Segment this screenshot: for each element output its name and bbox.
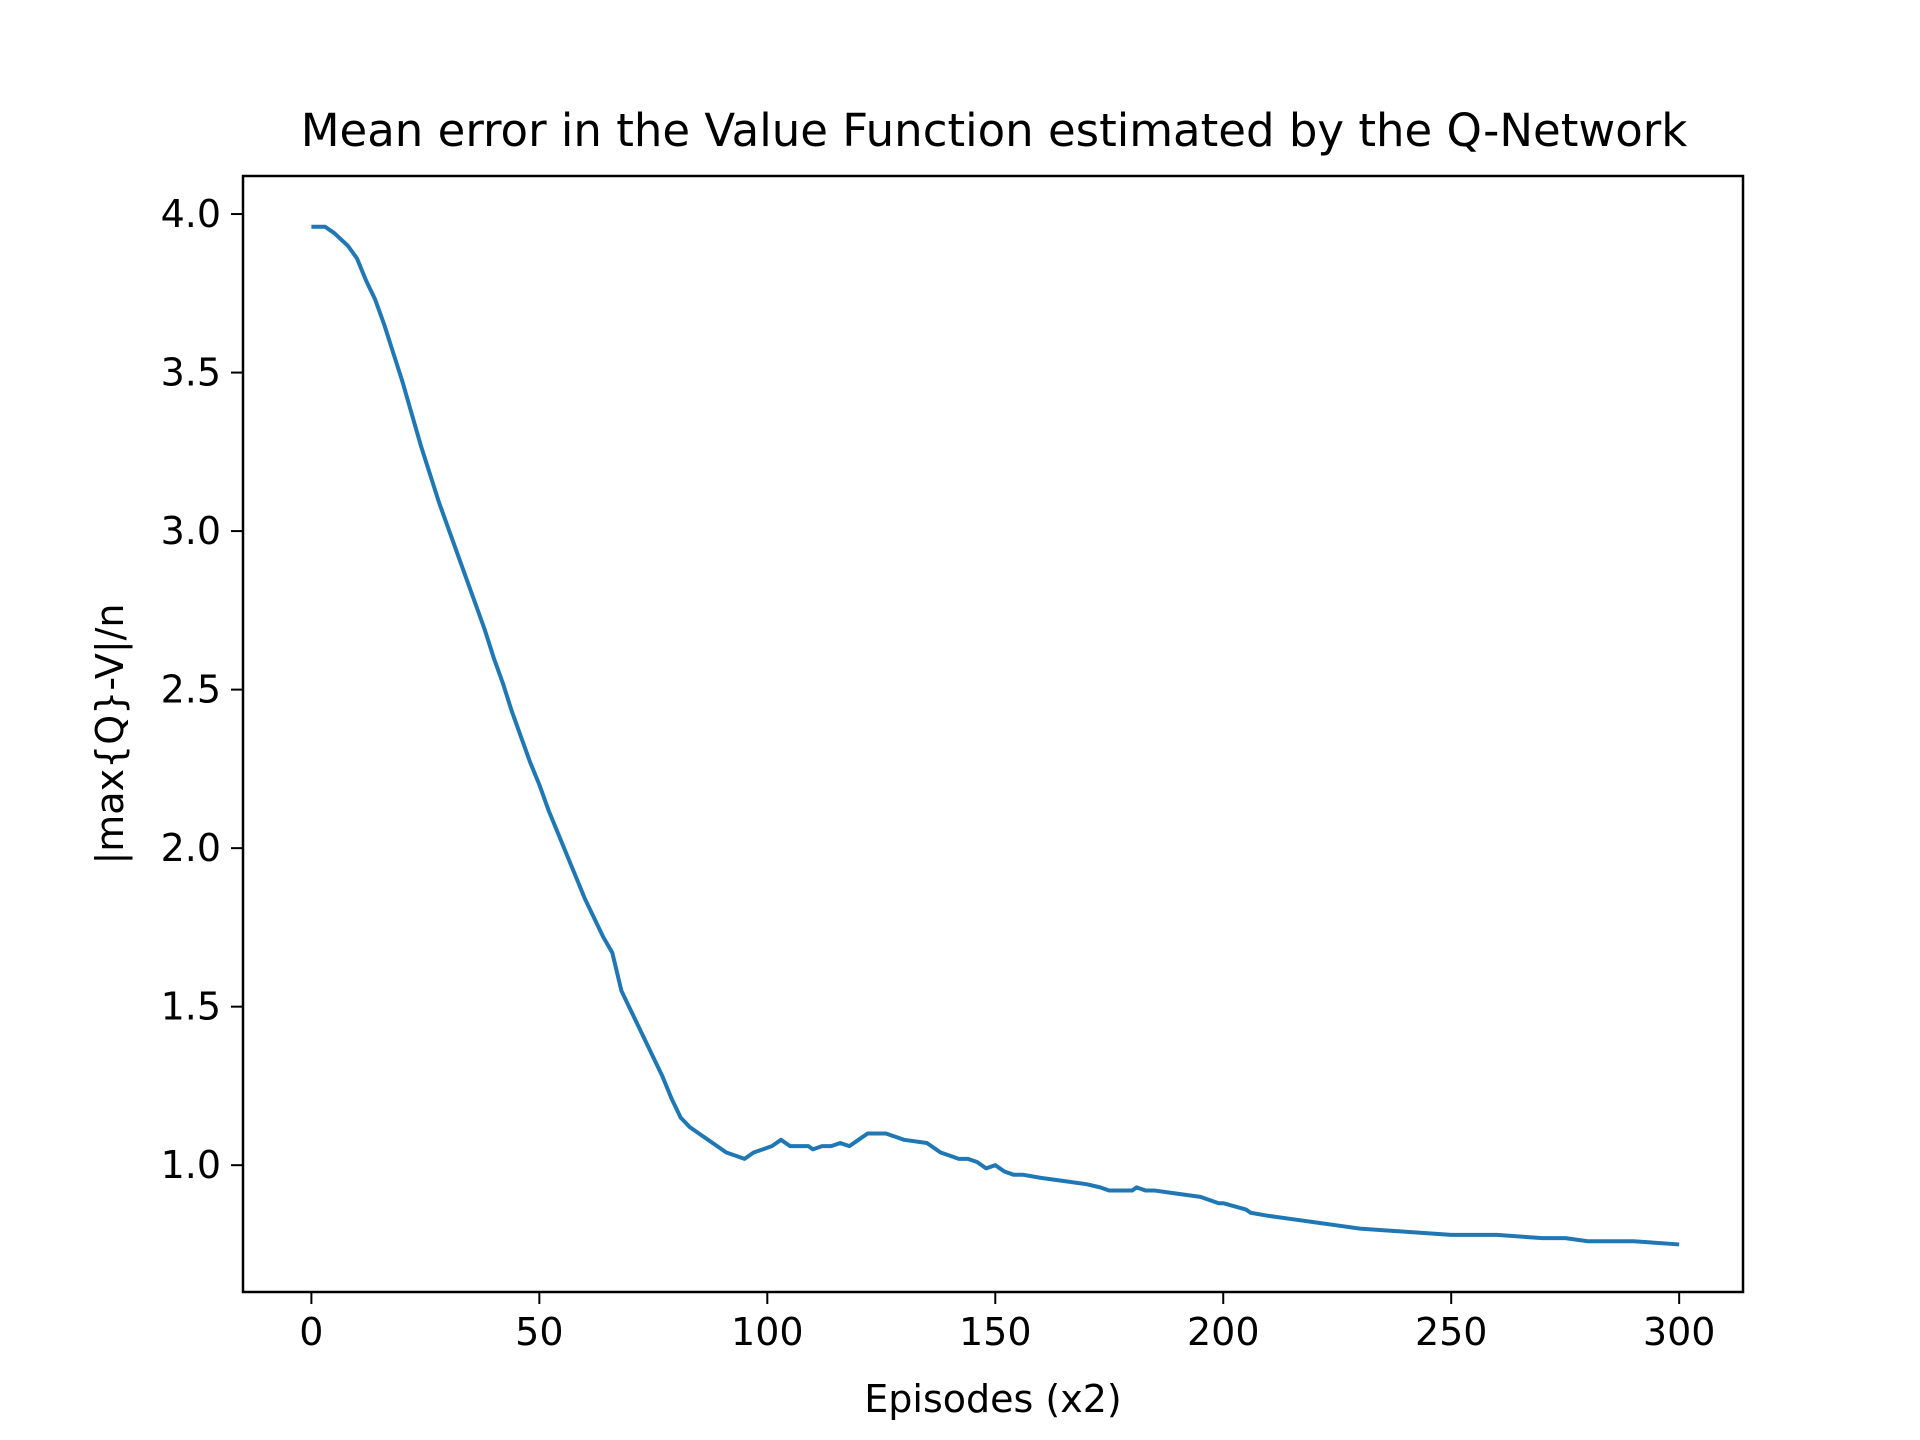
x-tick-label: 150 (959, 1310, 1032, 1354)
x-tick-label: 250 (1415, 1310, 1488, 1354)
x-axis-label: Episodes (x2) (864, 1377, 1121, 1421)
y-tick-label: 1.0 (161, 1143, 221, 1187)
x-axis: 0 50 100 150 200 250 300 (299, 1292, 1715, 1354)
plot-frame (241, 174, 1745, 1294)
y-tick-label: 3.5 (161, 351, 221, 395)
plot-area (241, 174, 1745, 1294)
x-tick-label: 50 (515, 1310, 563, 1354)
y-tick-label: 1.5 (161, 985, 221, 1029)
y-tick-label: 2.0 (161, 826, 221, 870)
y-tick-label: 3.0 (161, 509, 221, 553)
y-axis: 1.0 1.5 2.0 2.5 3.0 3.5 4.0 (161, 192, 243, 1187)
x-tick-label: 0 (299, 1310, 323, 1354)
x-tick-label: 200 (1187, 1310, 1260, 1354)
x-tick-label: 300 (1643, 1310, 1716, 1354)
y-tick-label: 4.0 (161, 192, 221, 236)
chart-title: Mean error in the Value Function estimat… (301, 104, 1688, 157)
series-layer (311, 224, 1680, 1247)
y-tick-label: 2.5 (161, 668, 221, 712)
x-tick-label: 100 (731, 1310, 804, 1354)
series-line-0 (311, 224, 1680, 1247)
y-axis-label: |max{Q}-V|/n (88, 603, 133, 864)
